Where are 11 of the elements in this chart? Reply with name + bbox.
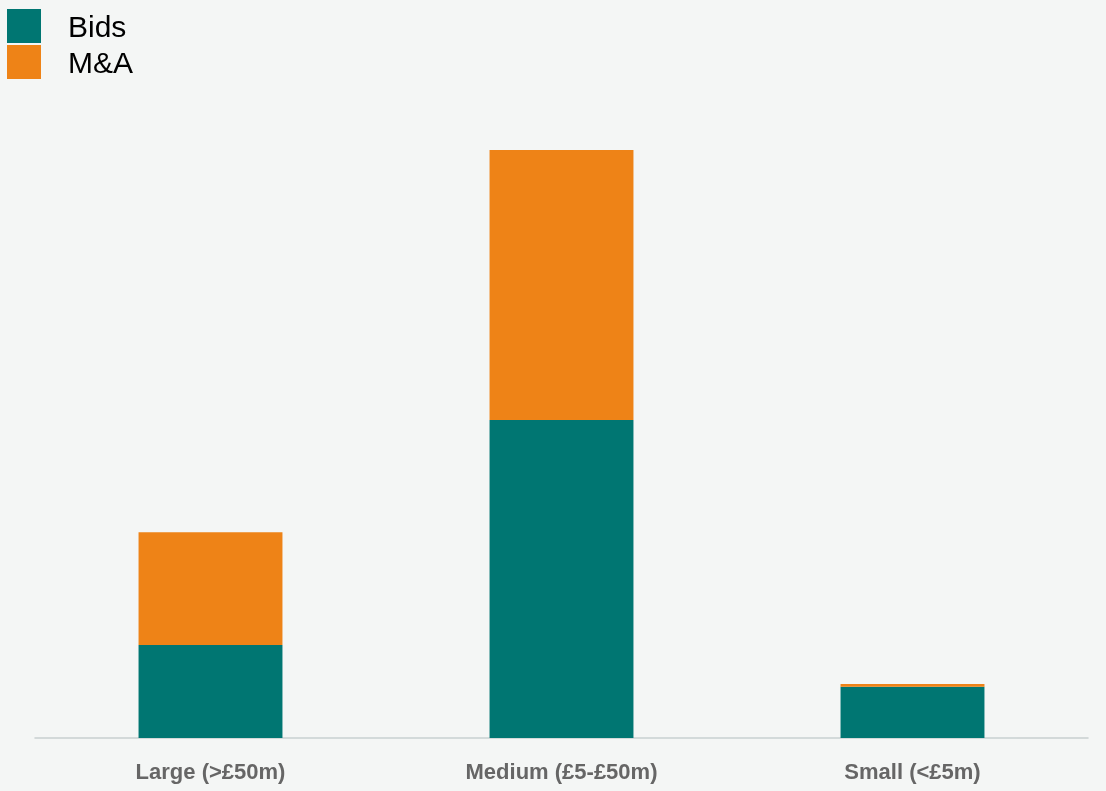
x-tick-label: Small (<£5m) <box>844 758 981 784</box>
bar <box>489 150 634 420</box>
x-tick-label: Medium (£5-£50m) <box>465 758 658 784</box>
x-tick-label: Large (>£50m) <box>135 758 286 784</box>
bar <box>840 683 985 687</box>
bar <box>138 532 283 646</box>
bar <box>489 419 634 738</box>
legend-label: M&A <box>68 45 134 79</box>
legend-label: Bids <box>68 9 127 43</box>
bar <box>138 645 283 738</box>
bar <box>840 686 985 738</box>
